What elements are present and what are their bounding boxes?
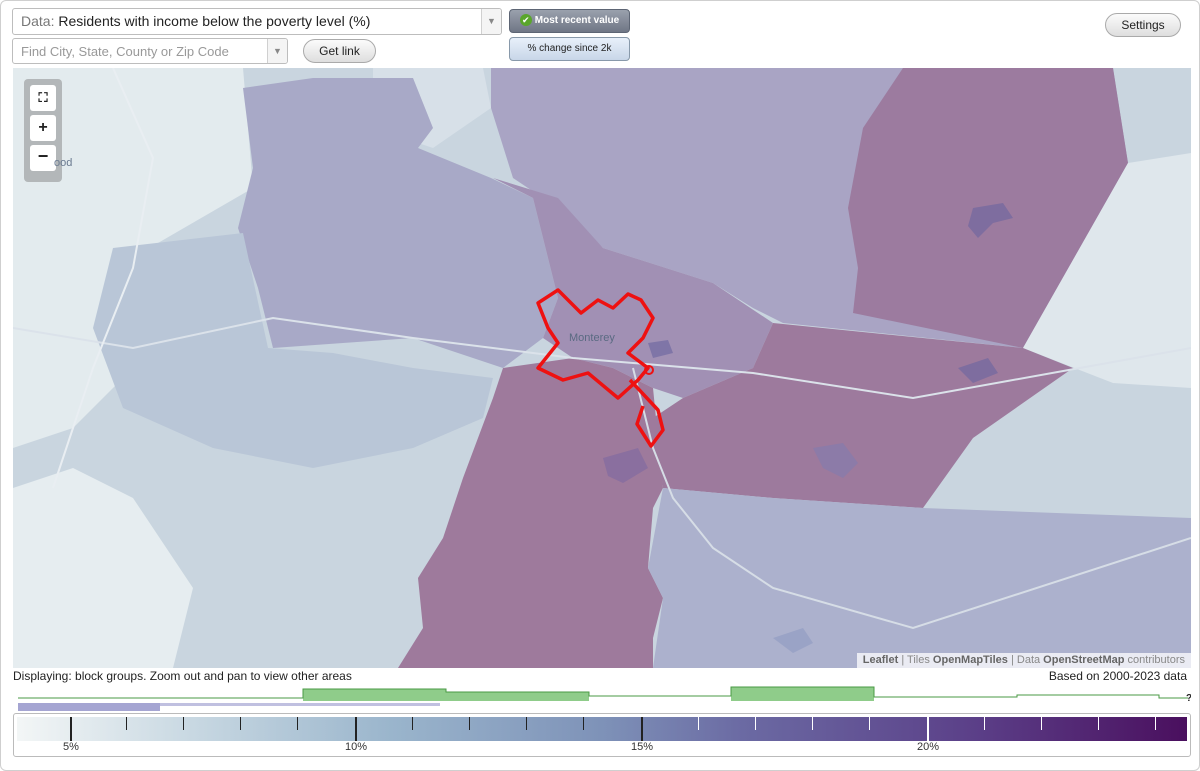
attribution-sep: | Data <box>1007 654 1044 666</box>
block-group-central[interactable] <box>493 178 773 398</box>
color-legend: 5% 10% 15% 20% <box>13 713 1191 757</box>
legend-tick <box>927 717 929 741</box>
legend-tick <box>469 717 470 730</box>
legend-tick <box>1041 717 1042 730</box>
block-group-east-light[interactable] <box>1023 153 1191 388</box>
selected-area-outline[interactable] <box>536 288 655 400</box>
distribution-histogram: ? <box>18 686 1191 711</box>
histogram-green-bar <box>446 692 589 701</box>
openstreetmap-link[interactable]: OpenStreetMap <box>1043 654 1125 666</box>
legend-label: 20% <box>916 741 940 753</box>
zoom-out-button[interactable]: − <box>30 145 56 171</box>
chevron-down-icon[interactable]: ▼ <box>267 39 287 63</box>
block-group-west[interactable] <box>93 233 493 468</box>
legend-tick <box>698 717 699 730</box>
get-link-button[interactable]: Get link <box>303 39 376 63</box>
block-group-southeast[interactable] <box>648 488 1191 668</box>
histogram-purple-bar <box>18 703 160 711</box>
legend-gradient <box>17 717 1187 741</box>
legend-label: 15% <box>630 741 654 753</box>
histogram-unknown-marker: ? <box>1186 693 1191 704</box>
legend-tick <box>583 717 584 730</box>
lake <box>648 340 673 358</box>
legend-tick <box>526 717 527 730</box>
attribution-sep: | Tiles <box>898 654 933 666</box>
fullscreen-icon[interactable]: ⛶ <box>30 85 56 111</box>
zoom-in-button[interactable]: + <box>30 115 56 141</box>
place-label-partial: ood <box>54 157 73 169</box>
legend-tick <box>755 717 756 730</box>
map-view[interactable]: ⛶ + − Monterey ood Leaflet | Tiles OpenM… <box>13 68 1191 668</box>
search-input[interactable] <box>13 39 268 63</box>
legend-tick <box>355 717 357 741</box>
lake <box>773 628 813 653</box>
lake <box>603 448 648 483</box>
histogram-outline <box>18 686 1188 699</box>
change-since-2k-toggle[interactable]: % change since 2k <box>509 37 630 61</box>
legend-tick <box>1155 717 1156 730</box>
block-group-south[interactable] <box>398 358 663 668</box>
check-icon: ✔ <box>519 14 532 27</box>
legend-tick <box>984 717 985 730</box>
map-canvas[interactable] <box>13 68 1191 668</box>
data-select-prefix: Data: <box>21 13 55 29</box>
chevron-down-icon[interactable]: ▼ <box>481 9 501 34</box>
road-line <box>13 316 1191 400</box>
histogram-green-bar <box>303 689 446 701</box>
road-line <box>632 367 1191 630</box>
legend-tick <box>126 717 127 730</box>
legend-tick <box>869 717 870 730</box>
lake <box>958 358 998 383</box>
most-recent-value-toggle[interactable]: ✔ Most recent value <box>509 9 630 33</box>
legend-tick <box>70 717 72 741</box>
settings-button[interactable]: Settings <box>1105 13 1181 37</box>
lake <box>968 203 1013 238</box>
data-select-value: Residents with income below the poverty … <box>58 13 371 29</box>
selected-area-outline-tail[interactable] <box>628 378 665 448</box>
displaying-note: Displaying: block groups. Zoom out and p… <box>13 669 352 683</box>
selected-area-point[interactable] <box>644 365 654 375</box>
leaflet-link[interactable]: Leaflet <box>862 654 899 666</box>
legend-tick <box>812 717 813 730</box>
zoom-control: ⛶ + − <box>24 79 62 182</box>
lake <box>813 443 858 478</box>
legend-tick <box>183 717 184 730</box>
legend-label: 10% <box>344 741 368 753</box>
openmaptiles-link[interactable]: OpenMapTiles <box>932 654 1008 666</box>
legend-tick <box>641 717 643 741</box>
road-line <box>52 68 155 489</box>
legend-label: 5% <box>63 741 79 753</box>
city-label: Monterey <box>569 332 615 344</box>
legend-tick <box>1098 717 1099 730</box>
data-select[interactable]: Data: Residents with income below the po… <box>12 8 502 35</box>
most-recent-value-label: Most recent value <box>534 15 620 26</box>
attribution-contributors: contributors <box>1124 654 1185 666</box>
location-search[interactable]: ▼ <box>12 38 288 64</box>
block-group-northwest[interactable] <box>238 78 558 368</box>
block-group-southwest-light[interactable] <box>13 468 193 668</box>
data-range-note: Based on 2000-2023 data <box>1048 669 1187 683</box>
histogram-purple-bar <box>160 703 440 706</box>
legend-tick <box>240 717 241 730</box>
legend-tick <box>297 717 298 730</box>
map-attribution: Leaflet | Tiles OpenMapTiles | Data Open… <box>856 653 1191 668</box>
legend-tick <box>412 717 413 730</box>
histogram-green-bar <box>731 687 874 701</box>
